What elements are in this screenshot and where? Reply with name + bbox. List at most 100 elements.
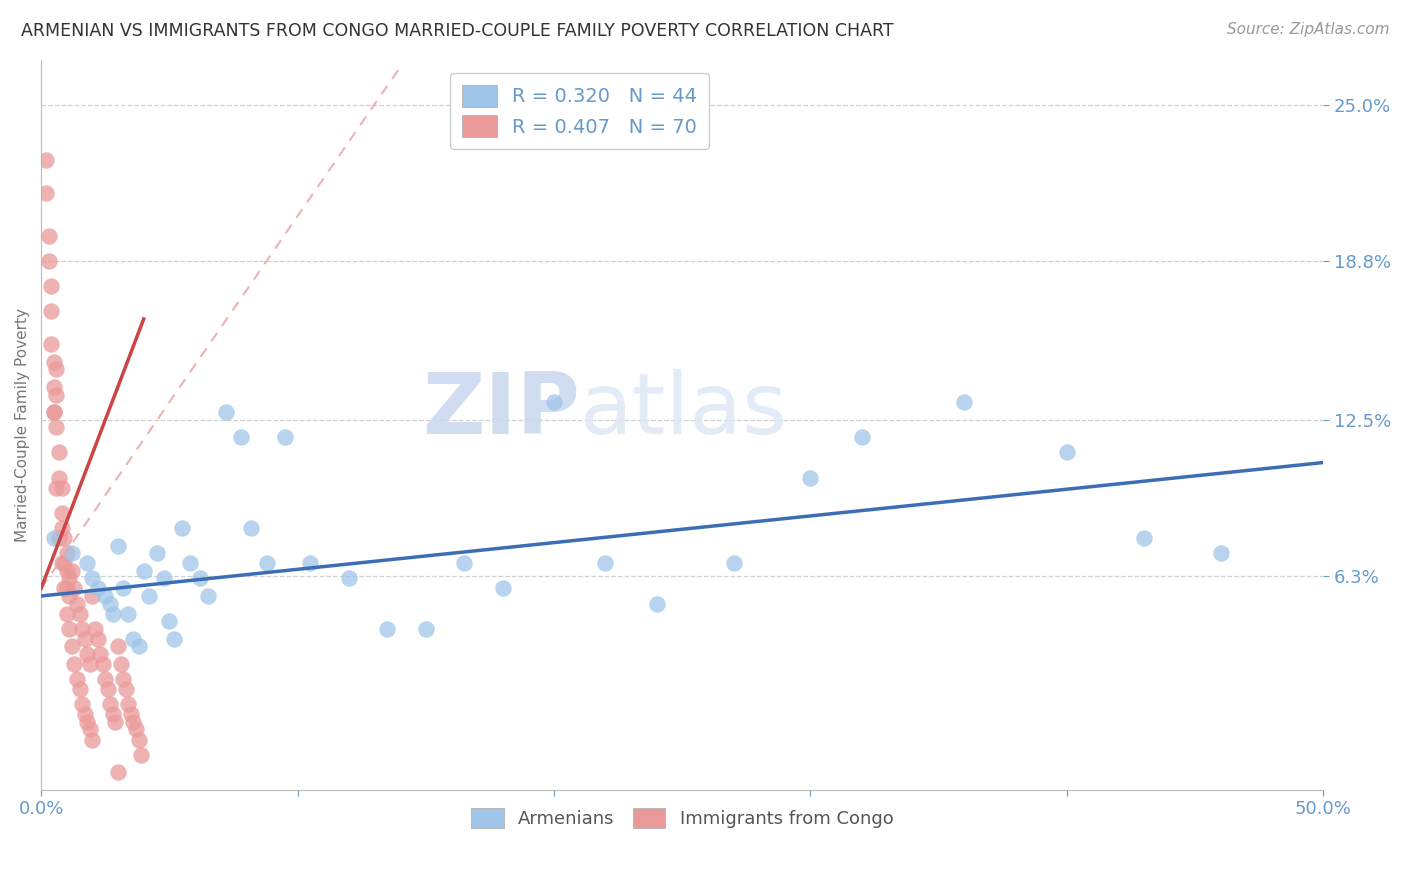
Point (415, 622, 437, 636)
Point (66, 672, 89, 686)
Point (197, 589, 219, 603)
Text: ZIP: ZIP (422, 368, 579, 451)
Point (51, 556, 73, 570)
Point (1133, 531, 1156, 545)
Point (89, 647, 111, 661)
Point (114, 682, 136, 697)
Point (58, 589, 80, 603)
Point (45, 387, 67, 401)
Point (51, 521, 73, 535)
Point (145, 546, 167, 560)
Point (188, 571, 211, 585)
Point (82, 571, 104, 585)
Point (117, 698, 139, 712)
Point (128, 732, 150, 747)
Point (82, 732, 104, 747)
Point (55, 607, 77, 621)
Point (82, 589, 104, 603)
Point (215, 405, 238, 419)
Point (51, 481, 73, 495)
Point (107, 539, 129, 553)
Point (128, 640, 150, 654)
Point (42, 380, 65, 394)
Point (125, 723, 148, 737)
Text: ARMENIAN VS IMMIGRANTS FROM CONGO MARRIED-COUPLE FAMILY POVERTY CORRELATION CHAR: ARMENIAN VS IMMIGRANTS FROM CONGO MARRIE… (21, 22, 894, 40)
Point (73, 632, 96, 646)
Point (41, 304, 63, 318)
Point (274, 430, 297, 444)
Point (35, 153, 58, 168)
Point (94, 672, 117, 686)
Point (60, 640, 83, 654)
Point (60, 564, 83, 578)
Point (41, 337, 63, 351)
Point (42, 405, 65, 419)
Point (117, 607, 139, 621)
Point (492, 582, 515, 596)
Point (60, 546, 83, 560)
Point (120, 707, 142, 722)
Point (1056, 445, 1078, 459)
Point (58, 622, 80, 636)
Point (163, 632, 186, 646)
Point (70, 622, 93, 636)
Point (101, 607, 124, 621)
Point (98, 597, 121, 611)
Point (153, 571, 176, 585)
Point (53, 582, 76, 596)
Point (595, 556, 617, 570)
Point (337, 571, 360, 585)
Point (157, 614, 180, 628)
Point (645, 597, 668, 611)
Point (63, 582, 86, 596)
Point (38, 254, 60, 268)
Point (231, 430, 253, 444)
Point (55, 546, 77, 560)
Point (69, 682, 91, 697)
Point (122, 714, 145, 729)
Point (453, 556, 475, 570)
Text: Source: ZipAtlas.com: Source: ZipAtlas.com (1226, 22, 1389, 37)
Point (53, 531, 76, 545)
Legend: Armenians, Immigrants from Congo: Armenians, Immigrants from Congo (464, 800, 900, 836)
Point (42, 405, 65, 419)
Point (66, 597, 89, 611)
Point (1209, 546, 1232, 560)
Point (42, 531, 65, 545)
Point (45, 420, 67, 434)
Point (112, 672, 135, 686)
Point (122, 632, 145, 646)
Point (543, 395, 565, 409)
Point (240, 521, 263, 535)
Point (79, 723, 101, 737)
Point (48, 470, 70, 484)
Point (256, 556, 278, 570)
Point (112, 582, 135, 596)
Point (129, 747, 152, 762)
Point (79, 657, 101, 671)
Point (53, 556, 76, 570)
Point (110, 657, 132, 671)
Point (69, 607, 91, 621)
Point (138, 589, 160, 603)
Point (107, 640, 129, 654)
Point (132, 564, 155, 578)
Point (799, 470, 821, 484)
Point (55, 582, 77, 596)
Point (172, 521, 194, 535)
Point (104, 714, 127, 729)
Point (76, 556, 98, 570)
Point (299, 556, 322, 570)
Point (45, 481, 67, 495)
Point (98, 698, 121, 712)
Point (42, 355, 65, 369)
Point (179, 556, 201, 570)
Point (48, 445, 70, 459)
Point (94, 589, 117, 603)
Point (48, 531, 70, 545)
Point (86, 582, 108, 596)
Point (51, 506, 73, 520)
Point (41, 279, 63, 293)
Point (97, 682, 120, 697)
Point (953, 395, 976, 409)
